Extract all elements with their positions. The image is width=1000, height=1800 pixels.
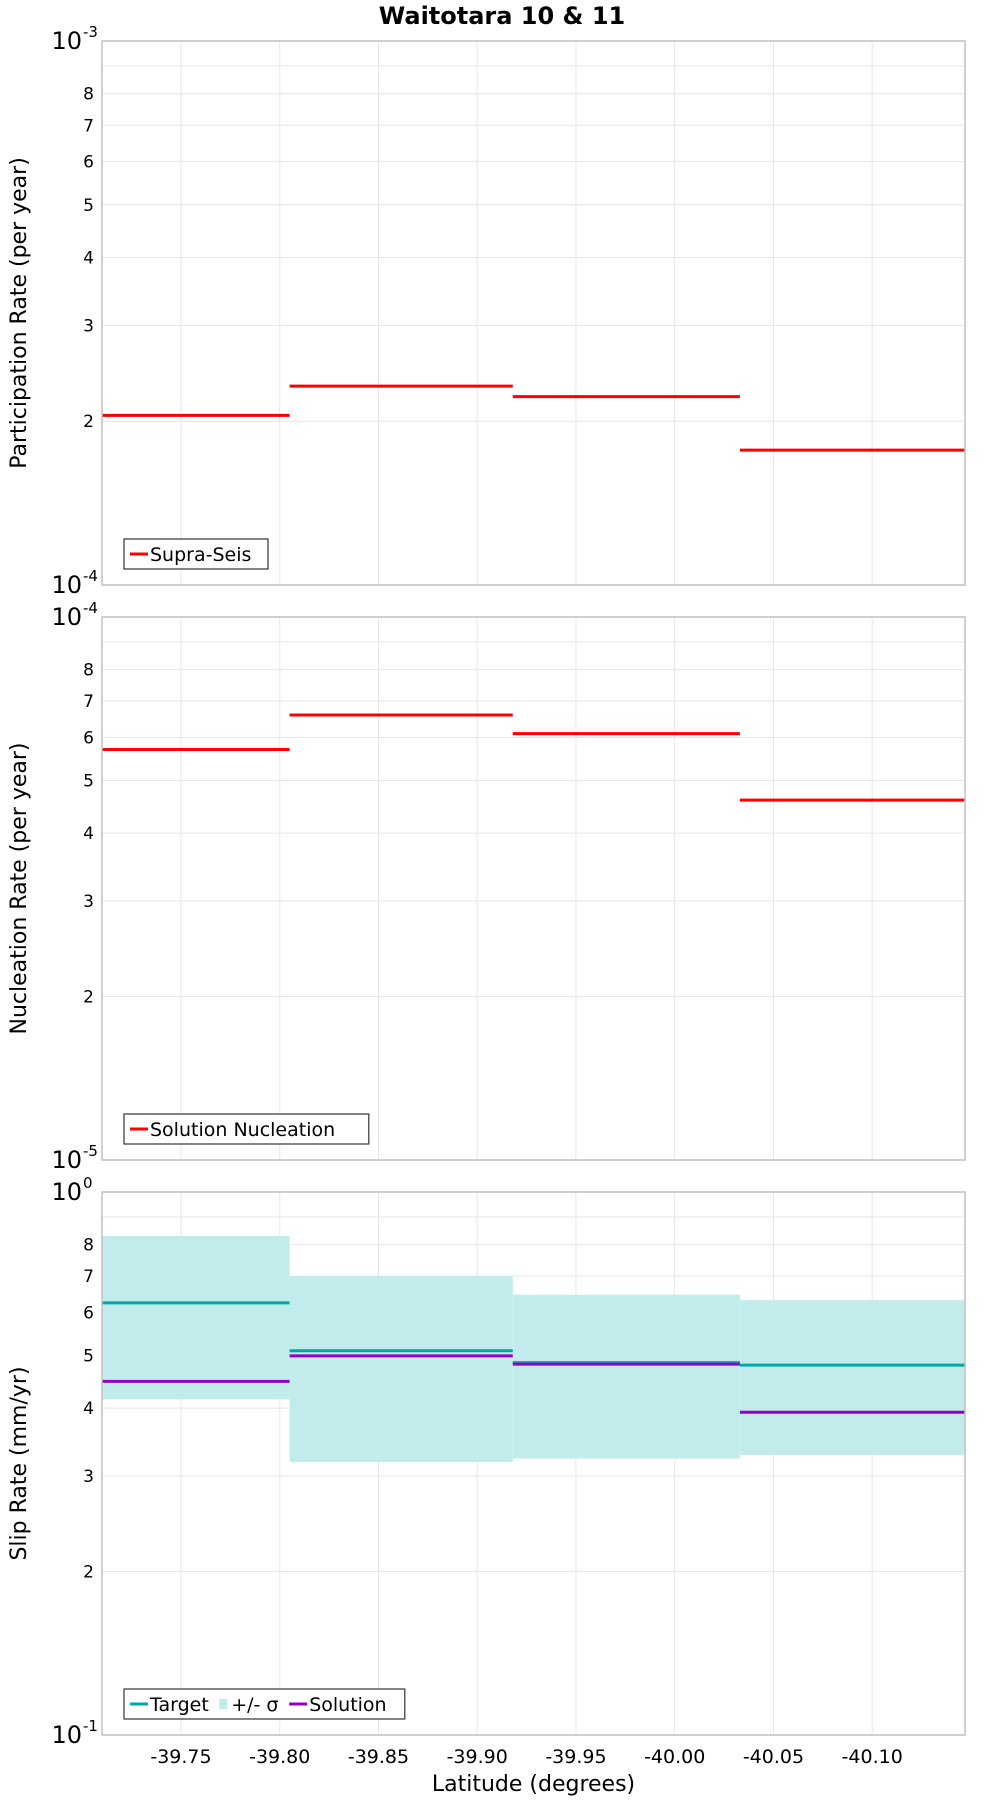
x-tick-label: -39.80 [249, 1746, 310, 1768]
y-tick-label: 7 [83, 692, 94, 712]
y-tick-label: 6 [83, 153, 94, 173]
plot-frame [101, 616, 966, 1161]
legend: Solution Nucleation [123, 1113, 370, 1145]
y-tick-label: 7 [83, 1267, 94, 1287]
y-tick-label: 8 [83, 85, 94, 105]
legend-box [123, 1113, 370, 1145]
y-decade-exponent: -4 [83, 599, 98, 617]
legend-box [123, 1688, 406, 1720]
x-axis-label: Latitude (degrees) [432, 1772, 635, 1797]
y-tick-label: 6 [83, 1303, 94, 1323]
x-tick-label: -39.85 [348, 1746, 409, 1768]
y-decade-label: 10 [51, 1146, 82, 1174]
y-tick-label: 6 [83, 728, 94, 748]
y-decade-label: 10 [51, 1721, 82, 1749]
plot-frame [101, 1191, 966, 1736]
x-tick-label: -40.00 [644, 1746, 705, 1768]
band-segment [512, 1294, 740, 1459]
y-decade-label: 10 [51, 571, 82, 599]
y-tick-label: 5 [83, 196, 94, 216]
x-tick-label: -39.75 [150, 1746, 211, 1768]
legend-label: Supra-Seis [150, 544, 251, 566]
plot-frame [101, 40, 966, 586]
y-decade-label: 10 [51, 1178, 82, 1206]
y-axis-label: Slip Rate (mm/yr) [7, 1366, 32, 1560]
y-tick-label: 3 [83, 1467, 94, 1487]
y-axis-label: Participation Rate (per year) [7, 157, 32, 469]
y-decade-exponent: -4 [83, 567, 98, 585]
legend-label: Target [149, 1694, 209, 1716]
y-tick-label: 5 [83, 1346, 94, 1366]
x-tick-label: -40.10 [842, 1746, 903, 1768]
y-tick-label: 5 [83, 771, 94, 791]
legend-label: Solution [309, 1694, 386, 1716]
legend-label: Solution Nucleation [150, 1119, 335, 1141]
y-tick-label: 2 [83, 988, 94, 1008]
y-tick-label: 8 [83, 661, 94, 681]
y-tick-label: 4 [83, 1399, 94, 1419]
y-decade-exponent: 0 [83, 1174, 93, 1192]
y-decade-label: 10 [51, 603, 82, 631]
y-tick-label: 3 [83, 316, 94, 336]
band-segment [289, 1276, 513, 1463]
x-tick-label: -39.90 [447, 1746, 508, 1768]
band-segment [739, 1300, 965, 1455]
chart-title: Waitotara 10 & 11 [379, 2, 626, 30]
x-tick-label: -39.95 [545, 1746, 606, 1768]
y-tick-label: 3 [83, 892, 94, 912]
y-tick-label: 4 [83, 248, 94, 268]
y-tick-label: 2 [83, 1563, 94, 1583]
y-decade-exponent: -3 [83, 23, 98, 41]
y-decade-label: 10 [51, 27, 82, 55]
y-axis-label: Nucleation Rate (per year) [7, 743, 32, 1035]
y-tick-label: 4 [83, 824, 94, 844]
y-decade-exponent: -5 [83, 1142, 98, 1160]
legend-swatch [219, 1699, 228, 1709]
legend: Supra-Seis [123, 538, 269, 570]
x-tick-label: -40.05 [743, 1746, 804, 1768]
y-tick-label: 7 [83, 116, 94, 136]
y-decade-exponent: -1 [83, 1717, 98, 1735]
band-segment [102, 1235, 290, 1400]
y-tick-label: 2 [83, 412, 94, 432]
y-tick-label: 8 [83, 1236, 94, 1256]
legend: Target +/- σ Solution [123, 1688, 406, 1720]
legend-label: +/- σ [231, 1694, 278, 1716]
